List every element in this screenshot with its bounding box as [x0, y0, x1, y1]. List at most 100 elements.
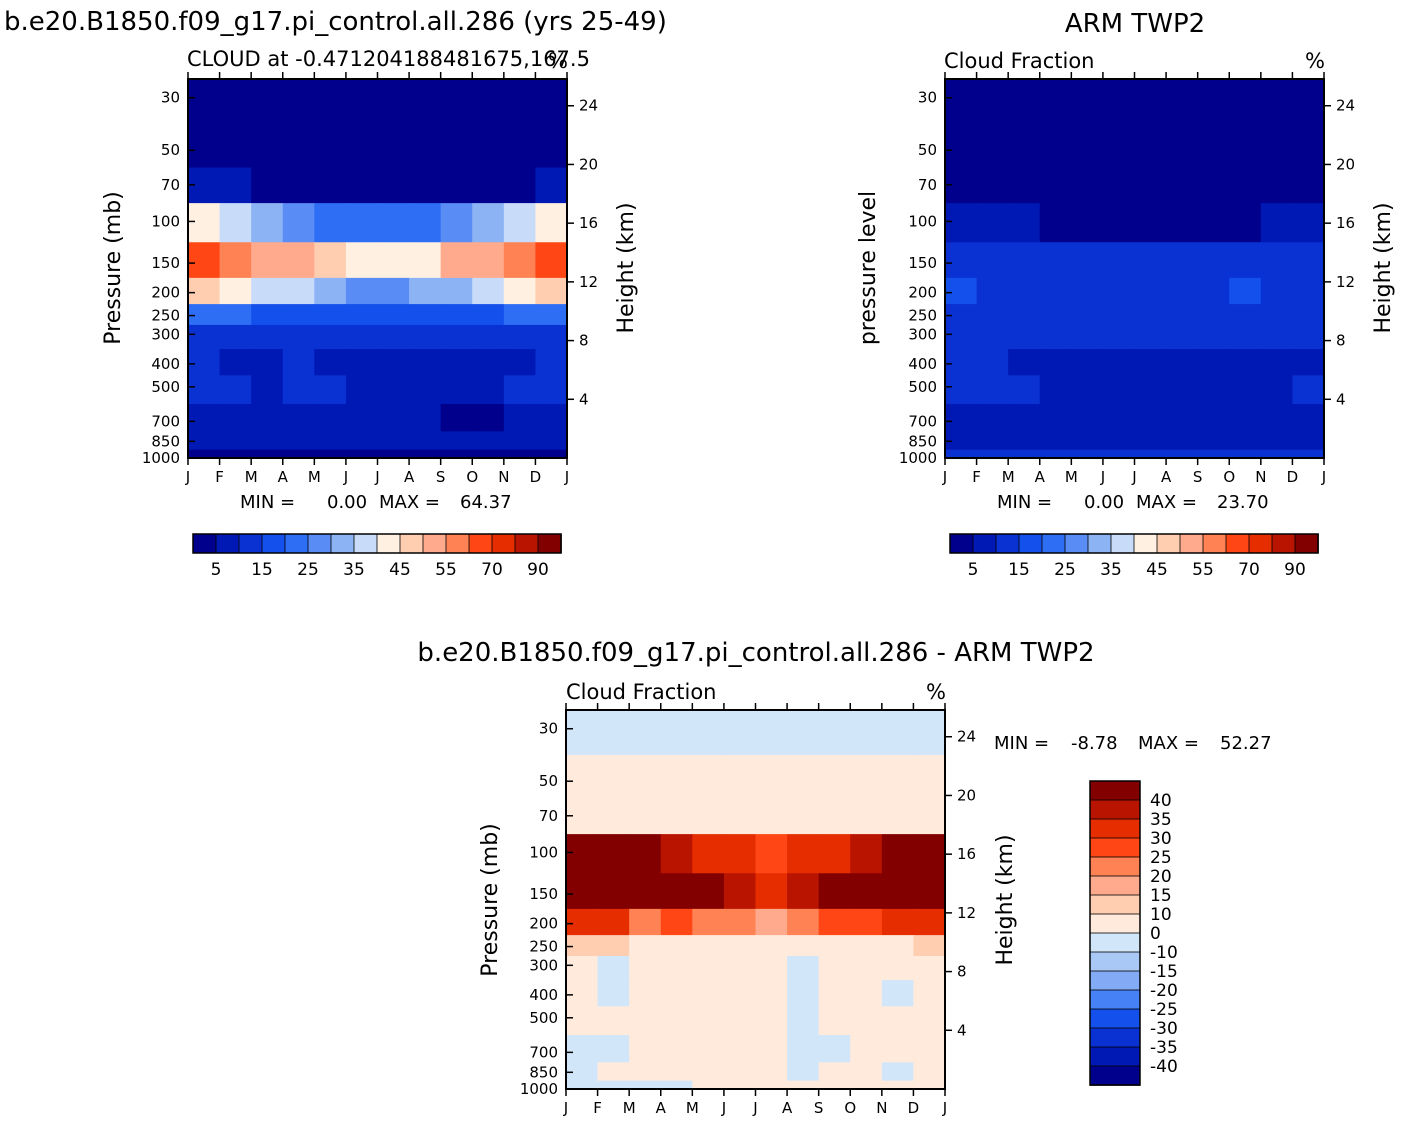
- panel-a-cell-50-11: [535, 123, 568, 169]
- panel-b-units: %: [1305, 49, 1325, 73]
- panel-a-y-tick-label: 500: [151, 378, 180, 396]
- panel-a-y-tick-label: 100: [151, 212, 180, 230]
- panel-b-cell-200-5: [1102, 277, 1136, 305]
- panel-c-cell-70-6: [755, 798, 788, 835]
- panel-a-cell-700-3: [282, 404, 315, 432]
- panel-c-cell-30-6: [755, 710, 788, 756]
- panel-c-colorbar-label: -40: [1150, 1057, 1178, 1077]
- panel-c-x-tick-label: D: [908, 1099, 920, 1117]
- panel-b-x-tick-label: J: [942, 468, 947, 486]
- panel-b-height-tick-label: 24: [1336, 97, 1355, 115]
- panel-a-cell-30-5: [345, 79, 379, 125]
- panel-a-cell-500-3: [282, 375, 315, 405]
- panel-a-x-tick-label: J: [343, 468, 348, 486]
- panel-b-cell-1000-2: [1008, 449, 1041, 459]
- panel-b-min-value: 0.00: [1084, 492, 1124, 513]
- panel-b-y-tick-label: 300: [908, 325, 937, 343]
- panel-c-colorbar-swatch: [1089, 856, 1141, 877]
- panel-a-colorbar-swatch: [307, 533, 332, 554]
- panel-a-cell-250-1: [219, 304, 252, 326]
- panel-b-cell-300-8: [1197, 324, 1230, 350]
- panel-a-cell-50-9: [472, 123, 505, 169]
- panel-a-colorbar-swatch: [192, 533, 217, 554]
- panel-c-cell-850-1: [597, 1062, 630, 1082]
- panel-b-cell-30-6: [1134, 79, 1167, 125]
- panel-b-cell-70-3: [1039, 167, 1072, 204]
- panel-c-colorbar-swatch: [1089, 799, 1141, 820]
- panel-b-cell-200-8: [1197, 277, 1230, 305]
- panel-b-y-tick-label: 500: [908, 378, 937, 396]
- panel-a-cell-250-11: [535, 304, 568, 326]
- panel-c-min-value: -8.78: [1071, 733, 1118, 754]
- panel-b-cell-200-2: [1008, 277, 1041, 305]
- panel-a-cell-1000-11: [535, 449, 568, 459]
- panel-b-y-axis-label: pressure level: [856, 191, 881, 345]
- panel-a-cell-70-10: [503, 167, 537, 204]
- panel-a-y-tick-label: 1000: [142, 449, 180, 467]
- panel-b-cell-250-1: [976, 304, 1009, 326]
- panel-b-x-tick-label: A: [1035, 468, 1046, 486]
- panel-b-cell-250-10: [1260, 304, 1294, 326]
- panel-b-cell-1000-1: [976, 449, 1009, 459]
- panel-c-x-tick-label: O: [844, 1099, 856, 1117]
- panel-c-colorbar-label: -20: [1150, 981, 1178, 1001]
- panel-b-cell-200-1: [976, 277, 1009, 305]
- panel-a-cell-300-6: [377, 324, 410, 350]
- panel-c-cell-1000-2: [629, 1080, 662, 1090]
- panel-c-cell-300-8: [818, 955, 851, 981]
- panel-b-cell-1000-7: [1166, 449, 1199, 459]
- panel-a-cell-150-2: [251, 242, 284, 279]
- panel-c-x-tick-label: S: [814, 1099, 824, 1117]
- panel-b-height-tick-label: 8: [1336, 332, 1346, 350]
- panel-model: b.e20.B1850.f09_g17.pi_control.all.286 (…: [4, 7, 667, 580]
- panel-b-cell-50-11: [1292, 123, 1325, 169]
- panel-a-cell-300-5: [345, 324, 379, 350]
- panel-c-x-tick-label: A: [656, 1099, 667, 1117]
- panel-a-cell-200-10: [503, 277, 537, 305]
- panel-c-cell-200-0: [566, 908, 599, 936]
- panel-b-colorbar-swatch: [1271, 533, 1296, 554]
- panel-a-cell-200-2: [251, 277, 284, 305]
- panel-b-cell-850-0: [945, 431, 978, 451]
- panel-difference: b.e20.B1850.f09_g17.pi_control.all.286 -…: [417, 638, 1271, 1117]
- panel-observation: ARM TWP2 Cloud Fraction % 30 50 70 100 150 20…: [856, 9, 1396, 580]
- panel-b-cell-70-0: [945, 167, 978, 204]
- panel-a-x-tick-label: D: [530, 468, 542, 486]
- panel-c-colorbar-swatch: [1089, 1027, 1141, 1048]
- panel-c-x-tick-label: F: [593, 1099, 602, 1117]
- panel-b-colorbar-label: 55: [1192, 560, 1214, 580]
- panel-a-colorbar-swatch: [215, 533, 240, 554]
- panel-c-height-tick-label: 16: [957, 845, 976, 863]
- panel-c-cell-250-11: [913, 935, 946, 957]
- panel-c-cell-1000-4: [692, 1080, 725, 1090]
- panel-a-cell-150-11: [535, 242, 568, 279]
- panel-c-cell-300-4: [692, 955, 725, 981]
- panel-c-colorbar-label: 20: [1150, 867, 1172, 887]
- panel-a-colorbar-swatch: [468, 533, 493, 554]
- panel-c-height-tick-label: 20: [957, 786, 976, 804]
- panel-a-cell-1000-4: [314, 449, 347, 459]
- panel-b-cell-100-10: [1260, 203, 1294, 243]
- panel-b-cell-70-8: [1197, 167, 1230, 204]
- panel-a-cell-700-9: [472, 404, 505, 432]
- panel-c-colorbar-frame: [1089, 780, 1141, 1086]
- panel-c-colorbar-swatch: [1089, 951, 1141, 972]
- panel-c-cell-30-3: [660, 710, 693, 756]
- panel-a-cell-850-11: [535, 431, 568, 451]
- panel-b-cell-200-3: [1039, 277, 1072, 305]
- panel-c-colorbar-label: 25: [1150, 848, 1172, 868]
- panel-b-cell-70-9: [1229, 167, 1262, 204]
- panel-b-height-tick-label: 16: [1336, 214, 1355, 232]
- panel-b-cell-300-4: [1071, 324, 1104, 350]
- panel-b-colorbar-swatch: [1294, 533, 1319, 554]
- panel-b-y-tick-label: 50: [918, 141, 937, 159]
- panel-a-height-tick-label: 16: [579, 214, 598, 232]
- panel-a-cell-70-2: [251, 167, 284, 204]
- panel-c-cell-100-11: [913, 834, 946, 874]
- panel-a-x-tick-label: A: [404, 468, 415, 486]
- panel-a-cell-850-6: [377, 431, 410, 451]
- panel-a-cell-50-6: [377, 123, 410, 169]
- panel-a-y-tick-label: 700: [151, 412, 180, 430]
- panel-b-y-tick-label: 150: [908, 254, 937, 272]
